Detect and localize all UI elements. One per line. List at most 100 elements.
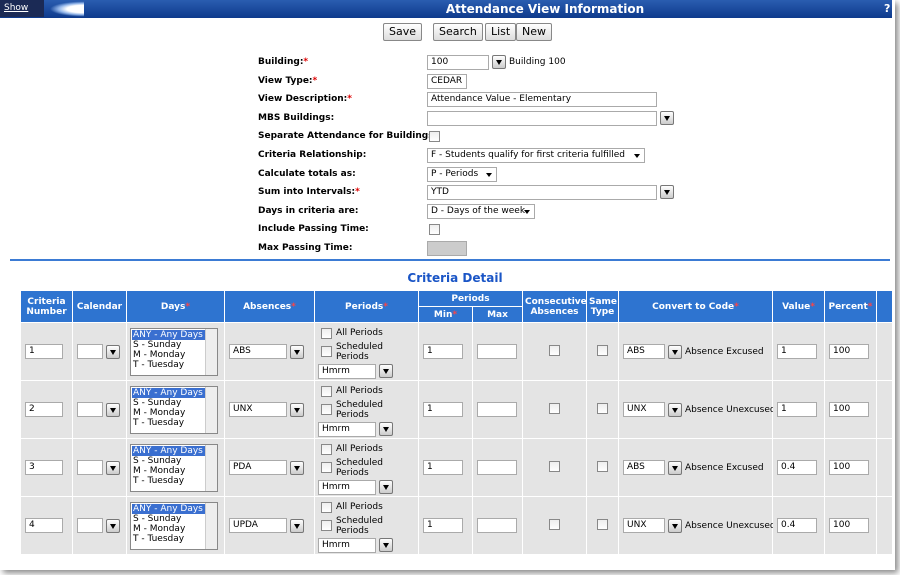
toolbar-button[interactable]: List: [485, 23, 517, 41]
checkbox[interactable]: [597, 518, 608, 530]
checkbox[interactable]: [549, 518, 560, 530]
lookup-button[interactable]: [660, 110, 674, 125]
lookup-button[interactable]: [379, 480, 393, 494]
lookup-button[interactable]: [290, 518, 304, 533]
days-listbox[interactable]: ANY - Any Days S - Sunday M - Monday T - Tu…: [130, 327, 218, 376]
lookup-button[interactable]: [668, 402, 682, 417]
number-input[interactable]: 1: [25, 344, 63, 359]
lookup-button[interactable]: [668, 344, 682, 359]
dropdown[interactable]: P - Periods: [427, 166, 497, 182]
checkbox[interactable]: [597, 460, 608, 472]
calendar-input[interactable]: [77, 518, 103, 533]
lookup-button[interactable]: [106, 518, 120, 533]
lookup-button[interactable]: [379, 364, 393, 378]
day-option[interactable]: S - Sunday: [133, 397, 182, 408]
min-input[interactable]: 1: [423, 344, 463, 359]
period-input[interactable]: Hmrm: [318, 479, 376, 495]
day-option[interactable]: ANY - Any Days: [132, 387, 216, 398]
min-input[interactable]: 1: [423, 402, 463, 417]
day-option[interactable]: S - Sunday: [133, 339, 182, 350]
checkbox[interactable]: [549, 402, 560, 414]
checkbox[interactable]: [321, 346, 332, 357]
day-option[interactable]: T - Tuesday: [133, 533, 185, 544]
period-input[interactable]: Hmrm: [318, 421, 376, 437]
percent-input[interactable]: 100: [829, 518, 869, 533]
checkbox[interactable]: [597, 344, 608, 356]
checkbox[interactable]: [429, 224, 440, 236]
day-option[interactable]: ANY - Any Days: [132, 445, 216, 456]
value-input[interactable]: 0.4: [777, 518, 817, 533]
day-option[interactable]: M - Monday: [133, 523, 186, 534]
value-input[interactable]: 1: [777, 344, 817, 359]
days-listbox[interactable]: ANY - Any Days S - Sunday M - Monday T - Tu…: [130, 443, 218, 492]
lookup-button[interactable]: [106, 402, 120, 417]
dropdown[interactable]: D - Days of the week: [427, 203, 535, 219]
lookup-button[interactable]: [379, 422, 393, 436]
lookup-button[interactable]: [379, 538, 393, 552]
absence-input[interactable]: UNX: [229, 402, 287, 417]
checkbox[interactable]: [429, 131, 440, 143]
show-link[interactable]: Show >>: [0, 0, 44, 30]
day-option[interactable]: M - Monday: [133, 349, 186, 360]
max-input[interactable]: [477, 402, 517, 417]
value-input[interactable]: 1: [777, 402, 817, 417]
max-input[interactable]: [477, 460, 517, 475]
day-option[interactable]: ANY - Any Days: [132, 329, 216, 340]
day-option[interactable]: S - Sunday: [133, 455, 182, 466]
checkbox[interactable]: [549, 344, 560, 356]
lookup-button[interactable]: [660, 185, 674, 200]
checkbox[interactable]: [549, 460, 560, 472]
min-input[interactable]: 1: [423, 460, 463, 475]
toolbar-button[interactable]: Save: [383, 23, 423, 41]
checkbox[interactable]: [321, 327, 332, 339]
lookup-button[interactable]: [668, 518, 682, 533]
checkbox[interactable]: [321, 520, 332, 531]
period-input[interactable]: Hmrm: [318, 363, 376, 379]
dropdown[interactable]: F - Students qualify for first criteria …: [427, 148, 645, 163]
lookup-button[interactable]: [290, 460, 304, 475]
text-input[interactable]: CEDAR: [427, 73, 467, 89]
day-option[interactable]: T - Tuesday: [133, 417, 185, 428]
text-input[interactable]: YTD: [427, 185, 657, 201]
lookup-button[interactable]: [106, 344, 120, 359]
day-option[interactable]: T - Tuesday: [133, 475, 185, 486]
number-input[interactable]: 3: [25, 460, 63, 475]
lookup-button[interactable]: [668, 460, 682, 475]
day-option[interactable]: M - Monday: [133, 465, 186, 476]
calendar-input[interactable]: [77, 344, 103, 359]
text-input[interactable]: [427, 110, 657, 126]
percent-input[interactable]: 100: [829, 460, 869, 475]
absence-input[interactable]: UPDA: [229, 518, 287, 533]
lookup-button[interactable]: [290, 402, 304, 417]
period-input[interactable]: Hmrm: [318, 537, 376, 553]
checkbox[interactable]: [321, 462, 332, 473]
days-listbox[interactable]: ANY - Any Days S - Sunday M - Monday T - Tu…: [130, 385, 218, 434]
number-input[interactable]: 4: [25, 518, 63, 533]
checkbox[interactable]: [321, 501, 332, 513]
code-input[interactable]: ABS: [623, 344, 665, 359]
min-input[interactable]: 1: [423, 518, 463, 533]
checkbox[interactable]: [597, 402, 608, 414]
checkbox[interactable]: [321, 443, 332, 455]
absence-input[interactable]: PDA: [229, 460, 287, 475]
calendar-input[interactable]: [77, 402, 103, 417]
max-input[interactable]: [477, 518, 517, 533]
toolbar-button[interactable]: Search: [433, 23, 483, 41]
checkbox[interactable]: [321, 404, 332, 415]
absence-input[interactable]: ABS: [229, 344, 287, 359]
help-link[interactable]: ?: [884, 2, 891, 15]
calendar-input[interactable]: [77, 460, 103, 475]
day-option[interactable]: ANY - Any Days: [132, 503, 216, 514]
number-input[interactable]: 2: [25, 402, 63, 417]
text-input[interactable]: Attendance Value - Elementary: [427, 92, 657, 108]
day-option[interactable]: M - Monday: [133, 407, 186, 418]
lookup-button[interactable]: [492, 55, 506, 69]
lookup-button[interactable]: [106, 460, 120, 475]
code-input[interactable]: UNX: [623, 518, 665, 533]
max-input[interactable]: [477, 344, 517, 359]
days-listbox[interactable]: ANY - Any Days S - Sunday M - Monday T - Tu…: [130, 501, 218, 550]
day-option[interactable]: T - Tuesday: [133, 359, 185, 370]
toolbar-button[interactable]: New: [516, 23, 552, 41]
percent-input[interactable]: 100: [829, 402, 869, 417]
lookup-button[interactable]: [290, 344, 304, 359]
